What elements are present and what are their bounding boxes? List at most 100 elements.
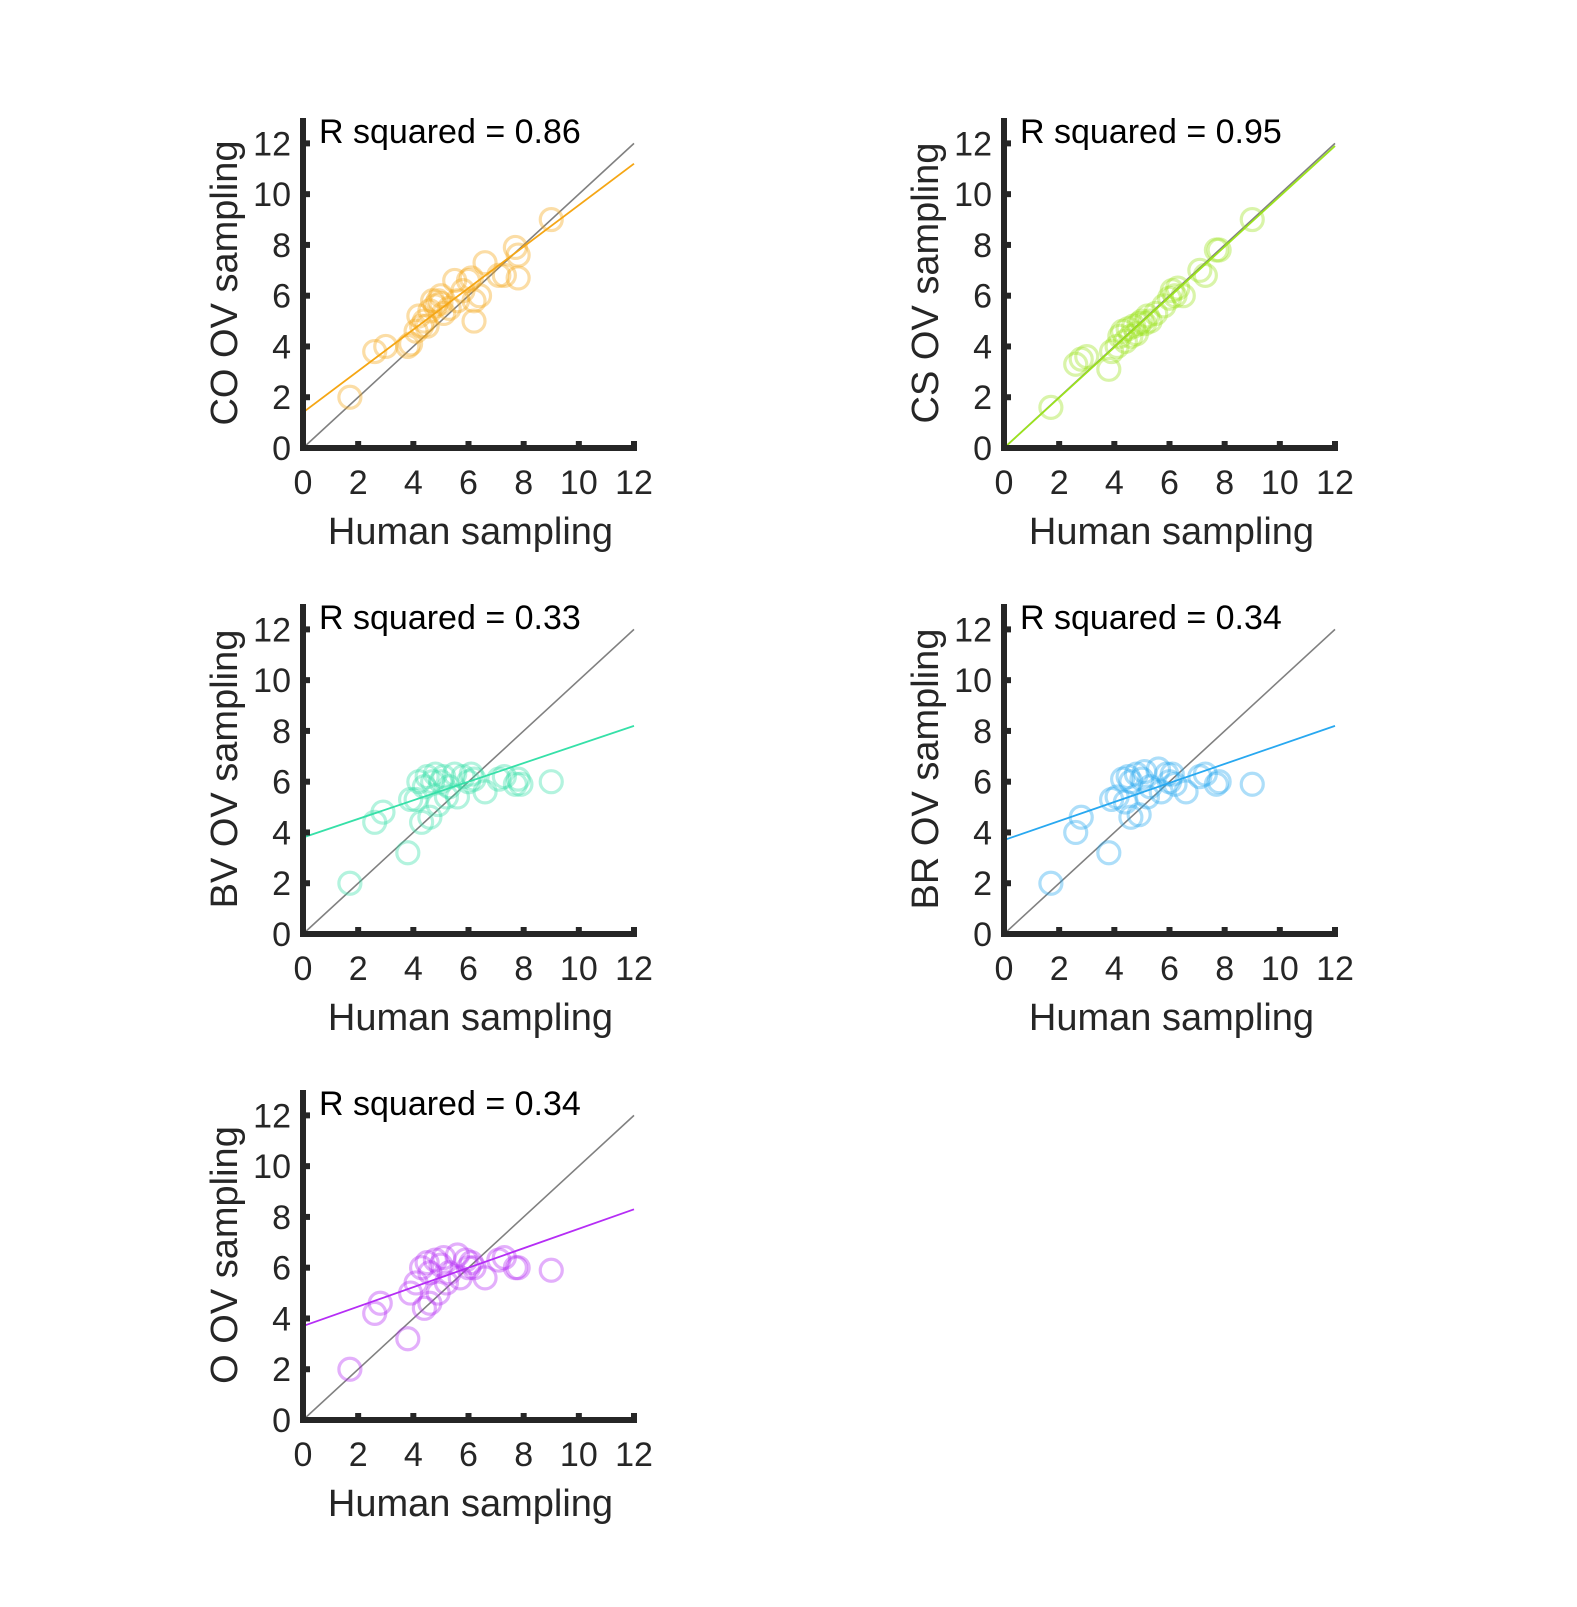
data-point — [1148, 779, 1174, 805]
data-point — [458, 761, 484, 787]
x-tick-label: 10 — [560, 464, 598, 502]
data-point — [1098, 786, 1125, 813]
r-squared-label: R squared = 0.33 — [319, 599, 581, 637]
data-point — [425, 791, 451, 818]
data-point — [420, 769, 446, 795]
y-tick-label: 12 — [253, 611, 291, 649]
y-tick-label: 10 — [954, 662, 992, 700]
fit-line — [1003, 145, 1336, 449]
x-axis-label: Human sampling — [328, 997, 613, 1039]
y-tick-label: 4 — [272, 814, 291, 852]
data-point — [422, 1247, 448, 1273]
data-point — [428, 1252, 454, 1278]
data-point — [1107, 323, 1133, 349]
x-tick-label: 10 — [1261, 464, 1299, 502]
y-tick-label: 10 — [253, 1148, 291, 1186]
data-point — [461, 308, 487, 334]
y-tick-label: 2 — [272, 379, 291, 417]
data-point — [395, 1326, 421, 1352]
x-tick-label: 10 — [560, 950, 598, 988]
data-point — [1203, 237, 1229, 263]
x-tick-label: 2 — [349, 950, 368, 988]
data-point — [409, 1255, 435, 1281]
data-point — [411, 774, 437, 800]
data-point — [1132, 311, 1158, 337]
y-tick-label: 0 — [973, 916, 992, 954]
data-point — [406, 769, 432, 795]
r-squared-label: R squared = 0.95 — [1020, 113, 1282, 151]
data-point — [1104, 333, 1130, 360]
y-tick-label: 4 — [973, 814, 992, 852]
data-point — [362, 338, 388, 365]
data-point — [458, 1250, 484, 1276]
data-point — [1192, 262, 1218, 288]
data-point — [444, 288, 471, 314]
data-point — [472, 779, 498, 805]
data-point — [1063, 819, 1089, 846]
data-point — [1239, 206, 1265, 233]
data-point — [367, 1290, 393, 1316]
data-point — [1068, 804, 1094, 830]
fit-line — [302, 724, 635, 839]
fit-line — [1003, 724, 1336, 841]
x-tick-label: 0 — [995, 950, 1014, 988]
data-point — [491, 764, 517, 790]
data-point — [431, 300, 457, 327]
data-point — [397, 1280, 424, 1306]
data-point — [362, 809, 388, 835]
data-point — [502, 234, 528, 261]
x-tick-label: 6 — [1160, 950, 1179, 988]
data-point — [417, 1260, 443, 1286]
x-tick-label: 12 — [615, 950, 653, 988]
data-point — [491, 262, 517, 288]
x-tick-label: 0 — [294, 1436, 313, 1474]
data-point — [436, 1260, 462, 1286]
data-point — [422, 293, 448, 319]
fit-line — [302, 162, 635, 414]
data-point — [1154, 761, 1180, 787]
y-tick-label: 12 — [253, 1097, 291, 1135]
data-point — [461, 288, 487, 314]
data-point — [1112, 789, 1138, 815]
data-point — [502, 771, 528, 797]
data-point — [422, 761, 448, 787]
data-point — [444, 784, 471, 810]
data-point — [1074, 344, 1100, 370]
data-point — [1187, 764, 1213, 790]
data-point — [370, 799, 396, 825]
data-point — [461, 1255, 487, 1281]
x-tick-label: 0 — [294, 950, 313, 988]
data-point — [414, 764, 440, 790]
data-point — [1159, 278, 1185, 304]
data-point — [420, 288, 446, 314]
data-point — [1162, 771, 1188, 797]
data-point — [411, 308, 437, 334]
data-point — [1129, 308, 1155, 334]
y-tick-label: 12 — [954, 611, 992, 649]
data-point — [1165, 275, 1191, 301]
y-tick-label: 12 — [253, 125, 291, 163]
data-point — [1192, 761, 1218, 787]
y-tick-label: 6 — [973, 278, 992, 316]
data-point — [447, 1265, 473, 1291]
r-squared-label: R squared = 0.86 — [319, 113, 581, 151]
data-point — [1104, 784, 1130, 810]
data-point — [436, 295, 462, 321]
data-point — [486, 766, 512, 792]
y-axis-label: CO OV sampling — [204, 140, 246, 425]
data-point — [1118, 804, 1144, 830]
x-axis-label: Human sampling — [1029, 511, 1314, 553]
data-point — [1143, 300, 1169, 327]
data-point — [417, 804, 443, 830]
x-axis-label: Human sampling — [328, 511, 613, 553]
data-point — [403, 786, 429, 813]
data-point — [450, 278, 476, 304]
data-point — [505, 1255, 531, 1281]
x-tick-label: 8 — [514, 1436, 533, 1474]
data-point — [444, 1242, 471, 1268]
data-point — [406, 303, 432, 329]
y-tick-label: 2 — [973, 865, 992, 903]
y-tick-label: 8 — [272, 713, 291, 751]
